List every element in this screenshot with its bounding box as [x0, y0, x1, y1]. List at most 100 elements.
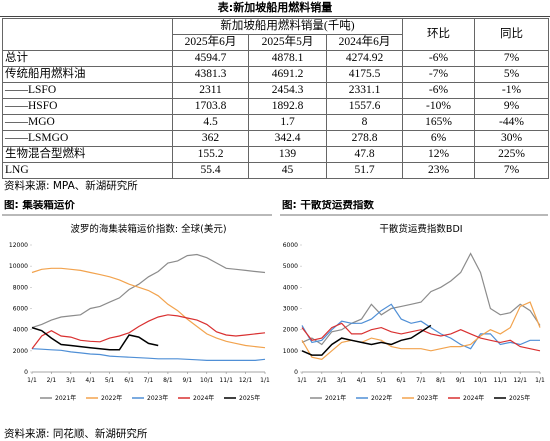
table-row: 生物混合型燃料 155.2 139 47.8 12% 225%	[2, 146, 549, 163]
x-tick-label: 11/1	[494, 377, 508, 384]
row-label: 传统船用燃料油	[2, 66, 173, 83]
legend-label: 2021年	[325, 394, 346, 402]
table-cell: 225%	[474, 146, 549, 163]
table-cell: 8	[326, 114, 403, 131]
x-tick-label: 1/1	[297, 377, 307, 384]
table-cell: 278.8	[326, 130, 403, 147]
series-line	[31, 314, 266, 350]
x-tick-label: 7/1	[416, 377, 426, 384]
chart-title: 波罗的海集装箱运价指数: 全球(美元)	[70, 223, 226, 235]
y-tick-label: 4000	[13, 327, 28, 334]
table-cell: -7%	[402, 66, 475, 83]
x-tick-label: 12/1	[513, 377, 527, 384]
legend-label: 2025年	[239, 394, 260, 402]
table-cell: -6%	[402, 50, 475, 67]
row-label: 总计	[2, 50, 173, 67]
table-source: 资料来源: MPA、新湖研究所	[4, 180, 138, 192]
row-label: ——MGO	[2, 114, 173, 131]
table-cell: 4.5	[172, 114, 249, 131]
y-tick-label: 6000	[13, 306, 28, 313]
figure-source: 资料来源: 同花顺、新湖研究所	[4, 428, 148, 440]
table-cell: 9%	[474, 98, 549, 115]
x-tick-label: 3/1	[337, 377, 347, 384]
y-tick-label: 6000	[283, 242, 298, 249]
y-tick-label: 2000	[13, 348, 28, 355]
series-line	[31, 348, 266, 361]
table-cell: 4381.3	[172, 66, 249, 83]
table-title: 表:新加坡船用燃料销量	[0, 0, 550, 17]
x-tick-label: 8/1	[163, 377, 173, 384]
x-tick-label: 1/1	[535, 377, 545, 384]
table-cell: 2311	[172, 82, 249, 99]
table-body: 新加坡船用燃料销量(千吨) 环比 同比 2025年6月 2025年5月 2024…	[2, 18, 549, 179]
table-cell: 1703.8	[172, 98, 249, 115]
table-row: ——LSMGO 362 342.4 278.8 6% 30%	[2, 130, 549, 147]
table-cell: 7%	[474, 162, 549, 179]
y-tick-label: 12000	[9, 242, 28, 249]
x-tick-label: 7/1	[144, 377, 154, 384]
table-row: LNG 55.4 45 51.7 23% 7%	[2, 162, 549, 179]
table-cell: 155.2	[172, 146, 249, 163]
series-line	[301, 303, 540, 350]
table-cell: 2454.3	[248, 82, 327, 99]
legend-label: 2023年	[147, 394, 168, 402]
legend-label: 2023年	[417, 394, 438, 402]
x-tick-label: 6/1	[396, 377, 406, 384]
table-cell: 45	[248, 162, 327, 179]
header-cell: 2025年5月	[248, 34, 327, 51]
table-row: ——MGO 4.5 1.7 8 165% -44%	[2, 114, 549, 131]
series-line	[301, 322, 541, 352]
table-cell: 23%	[402, 162, 475, 179]
figure-heading: 图: 干散货运费指数	[282, 200, 374, 211]
row-label: ——HSFO	[2, 98, 173, 115]
x-tick-label: 6/1	[124, 377, 134, 384]
y-tick-label: 3000	[283, 306, 298, 313]
y-tick-label: 5000	[283, 263, 298, 270]
legend-label: 2025年	[509, 394, 530, 402]
x-tick-label: 12/1	[239, 377, 253, 384]
table-cell: 1.7	[248, 114, 327, 131]
fuel-table: 新加坡船用燃料销量(千吨) 环比 同比 2025年6月 2025年5月 2024…	[2, 18, 549, 179]
x-tick-label: 8/1	[436, 377, 446, 384]
legend-label: 2021年	[55, 394, 76, 402]
header-row: 新加坡船用燃料销量(千吨) 环比 同比	[2, 18, 549, 51]
table-cell: 2331.1	[326, 82, 403, 99]
table-row: 总计 4594.7 4878.1 4274.92 -6% 7%	[2, 50, 549, 67]
table-cell: 7%	[474, 50, 549, 67]
row-label: 生物混合型燃料	[2, 146, 173, 163]
table-cell: 4274.92	[326, 50, 403, 67]
x-tick-label: 9/1	[456, 377, 466, 384]
row-label: ——LSFO	[2, 82, 173, 99]
caption-cell: 新加坡船用燃料销量(千吨)	[172, 18, 403, 35]
header-cell: 2024年6月	[326, 34, 403, 51]
x-tick-label: 10/1	[200, 377, 214, 384]
table-cell: 1557.6	[326, 98, 403, 115]
table-cell: 342.4	[248, 130, 327, 147]
series-line	[31, 267, 266, 349]
table-cell: 4878.1	[248, 50, 327, 67]
series-line	[301, 301, 541, 360]
table-cell: 139	[248, 146, 327, 163]
y-tick-label: 0	[294, 369, 298, 376]
series-line	[301, 252, 541, 346]
table-cell: -6%	[402, 82, 475, 99]
table-cell: 362	[172, 130, 249, 147]
corner-cell	[2, 18, 173, 51]
legend-label: 2024年	[463, 394, 484, 402]
chart-title: 干散货运费指数BDI	[379, 223, 462, 235]
table-cell: 5%	[474, 66, 549, 83]
x-tick-label: 9/1	[183, 377, 193, 384]
table-row: ——HSFO 1703.8 1892.8 1557.6 -10% 9%	[2, 98, 549, 115]
table-cell: -44%	[474, 114, 549, 131]
row-label: ——LSMGO	[2, 130, 173, 147]
x-tick-label: 1/1	[260, 377, 270, 384]
table-cell: -10%	[402, 98, 475, 115]
y-tick-label: 4000	[283, 284, 298, 291]
table-cell: 47.8	[326, 146, 403, 163]
legend-label: 2024年	[193, 394, 214, 402]
table-cell: 4691.2	[248, 66, 327, 83]
x-tick-label: 10/1	[474, 377, 488, 384]
legend-label: 2022年	[371, 394, 392, 402]
x-tick-label: 1/1	[27, 377, 37, 384]
